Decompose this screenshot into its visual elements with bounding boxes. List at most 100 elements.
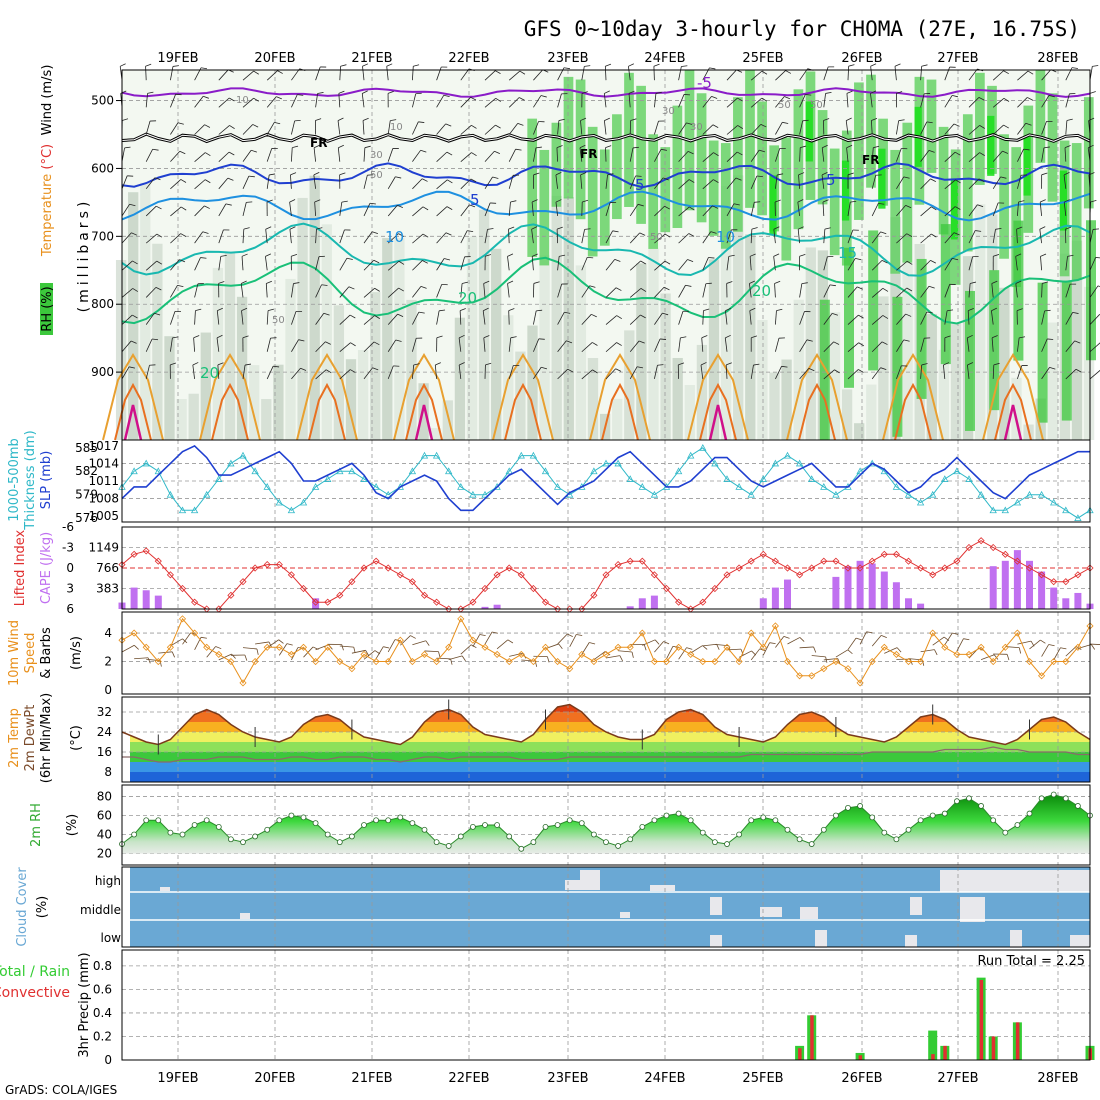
wind-barb [775, 148, 781, 162]
wind-barb-flag [640, 260, 647, 265]
wind-barb-flag [805, 94, 812, 96]
wind-barb-flag [975, 230, 982, 232]
wind-barb-flag [654, 639, 660, 645]
wind-barb [266, 174, 270, 189]
thickness-marker [1001, 506, 1009, 514]
wind-barb [255, 641, 270, 645]
wind-barb-flag [834, 369, 840, 374]
wind-barb [581, 342, 593, 353]
wind-speed-marker [868, 657, 876, 666]
wind-barb [992, 98, 1005, 108]
wind-barb [170, 638, 183, 647]
wind-barb-flag [362, 117, 369, 121]
rh-shade-column [866, 384, 877, 440]
rh-shade-column [430, 428, 441, 440]
wind-barb [823, 93, 826, 108]
cape-bar [905, 598, 912, 609]
wind-barb [1041, 69, 1052, 81]
wind-barb-flag [1040, 199, 1046, 203]
wind-barb [242, 229, 245, 244]
wind-barb [218, 229, 224, 244]
thickness-marker [505, 467, 513, 475]
wind-barb [303, 646, 314, 658]
wind-barb [581, 285, 590, 298]
thickness-marker [953, 467, 961, 475]
wind-barb [557, 120, 560, 135]
wind-barb-flag [823, 118, 830, 121]
thickness-marker [553, 483, 562, 490]
wind-barb [847, 637, 857, 650]
rh-contour-label: 10 [236, 95, 249, 106]
wind-barb-flag [969, 281, 977, 284]
wind-barb [315, 369, 327, 380]
wind-barb [823, 369, 835, 380]
wind-speed-marker [638, 629, 646, 637]
wind-barb-flag [1025, 122, 1032, 126]
rh-marker [651, 817, 658, 824]
wind-barb [412, 640, 426, 646]
wind-barb-flag [978, 178, 985, 182]
rh-shade-column [140, 182, 151, 440]
cape-bar [481, 606, 489, 609]
wind-barb-flag [129, 203, 136, 207]
wind-speed-marker [191, 629, 199, 637]
wind-barb-flag [315, 118, 322, 121]
wind-speed-marker [989, 657, 997, 666]
wind-barb-flag [776, 308, 783, 312]
wind-barb-flag [952, 257, 959, 261]
rh-shade-column [478, 209, 490, 440]
cape-bar [1013, 550, 1021, 609]
rh-shade-column [696, 344, 708, 440]
wind-barb [412, 206, 424, 217]
wind-barb [654, 120, 659, 135]
wind-barb-flag [589, 642, 596, 645]
wind-barb-flag [993, 362, 1000, 366]
wind-barb [507, 283, 510, 298]
wind-barb-flag [298, 339, 305, 342]
wind-barb-flag [967, 334, 973, 339]
wind-barb [702, 231, 712, 244]
wind-barb [775, 636, 785, 648]
wind-barb-flag [241, 307, 248, 312]
wind-barb-flag [703, 308, 710, 311]
wind-barb-flag [612, 230, 619, 233]
cloud-clear-patch [1000, 876, 1060, 891]
wind-barb [339, 286, 350, 298]
wind-barb [725, 310, 728, 325]
wind-speed-marker [324, 643, 332, 651]
wind-barb [944, 284, 951, 298]
wind-barb-flag [471, 124, 477, 129]
wind-barb [773, 256, 776, 271]
wind-barb-flag [753, 363, 760, 366]
lifted-index-marker [517, 571, 525, 579]
wind-barb-flag [640, 288, 647, 292]
wind-barb-flag [567, 368, 574, 373]
wind-barb-flag [1072, 311, 1079, 314]
wind-speed-marker [493, 650, 501, 658]
rh-shade-green [890, 149, 901, 274]
wind-barb [265, 283, 268, 298]
wind-barb [896, 120, 900, 135]
wind-barb-flag [1090, 199, 1097, 203]
cape-bar [493, 604, 501, 609]
wind-barb-flag [519, 70, 526, 75]
wind-barb [436, 151, 448, 162]
rh-contour-label: 50 [370, 170, 383, 181]
wind-barb-flag [628, 90, 635, 94]
thickness-marker [1062, 506, 1070, 514]
temp-label-2: 2m DewPt [23, 705, 38, 772]
upper-axis-labels: (millibars) RH (%) Temperature (°C) Wind… [40, 65, 92, 335]
wind-speed-marker [771, 622, 779, 630]
wind-barb [194, 205, 205, 217]
pressure-tick-label: 900 [91, 365, 114, 379]
lifted-index-marker [287, 571, 295, 579]
thickness-marker [529, 451, 538, 459]
thickness-marker [445, 467, 453, 475]
contour-30 [405, 382, 443, 441]
wind-speed-marker [662, 657, 671, 666]
wind-barb [1089, 314, 1100, 325]
wind-barb [508, 70, 521, 81]
wind-barb-flag [846, 90, 853, 94]
wind-barb [1040, 256, 1042, 271]
